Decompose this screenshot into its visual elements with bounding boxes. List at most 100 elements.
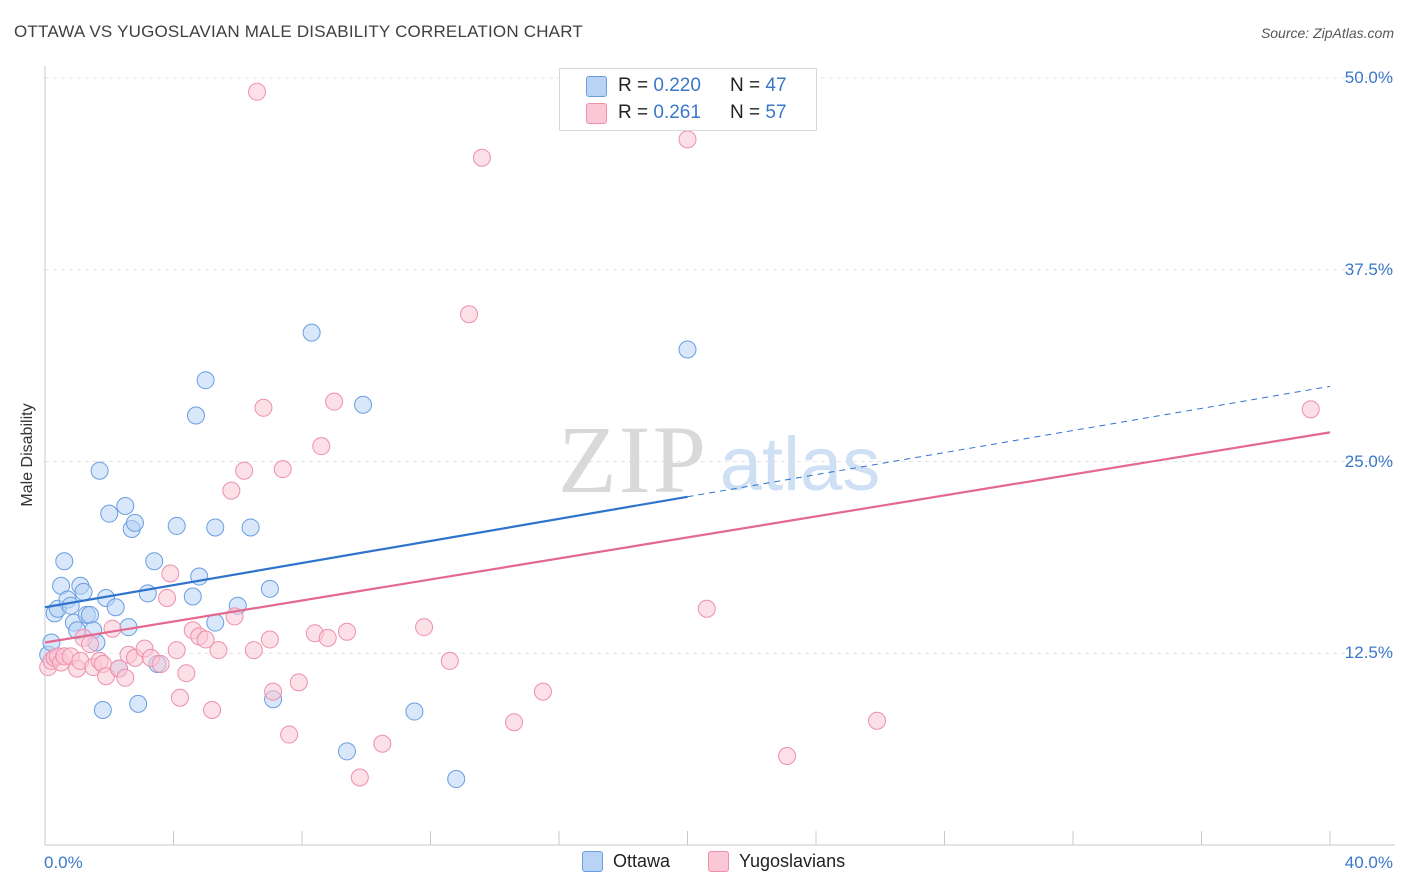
point-yugoslavians bbox=[158, 589, 177, 608]
point-ottawa bbox=[125, 513, 144, 532]
point-ottawa bbox=[74, 582, 93, 601]
y-tick-label: 37.5% bbox=[1344, 259, 1393, 279]
point-ottawa bbox=[206, 518, 225, 537]
point-ottawa bbox=[93, 701, 112, 720]
point-yugoslavians bbox=[1301, 400, 1320, 419]
point-ottawa bbox=[61, 596, 80, 615]
point-yugoslavians bbox=[325, 392, 344, 411]
point-yugoslavians bbox=[273, 460, 292, 479]
legend-n-value: 47 bbox=[765, 75, 787, 96]
point-yugoslavians bbox=[312, 437, 331, 456]
point-yugoslavians bbox=[373, 734, 392, 753]
point-ottawa bbox=[183, 587, 202, 606]
point-yugoslavians bbox=[235, 461, 254, 480]
trend-line-yugoslavians bbox=[44, 431, 1331, 644]
point-yugoslavians bbox=[260, 630, 279, 649]
point-ottawa bbox=[129, 694, 148, 713]
trend-lines bbox=[44, 385, 1331, 644]
point-yugoslavians bbox=[280, 725, 299, 744]
legend-n-value: 57 bbox=[765, 102, 787, 123]
chart-title: OTTAWA VS YUGOSLAVIAN MALE DISABILITY CO… bbox=[14, 22, 583, 41]
legend-item-yugoslavians[interactable]: Yugoslavians bbox=[708, 851, 845, 872]
point-ottawa bbox=[167, 516, 186, 535]
legend-n-label: N = bbox=[730, 75, 766, 96]
point-yugoslavians bbox=[264, 682, 283, 701]
legend-r-label: R = bbox=[618, 75, 654, 96]
axes bbox=[44, 66, 1395, 846]
legend-swatch-yugoslavians bbox=[586, 102, 607, 124]
correlation-legend: R = 0.220 N = 47 R = 0.261 N = 57 bbox=[559, 68, 817, 131]
series-legend: Ottawa Yugoslavians bbox=[0, 851, 1406, 877]
point-yugoslavians bbox=[170, 688, 189, 707]
grid-lines bbox=[45, 77, 1395, 654]
point-yugoslavians bbox=[103, 619, 122, 638]
point-yugoslavians bbox=[505, 713, 524, 732]
point-yugoslavians bbox=[222, 481, 241, 500]
point-yugoslavians bbox=[440, 651, 459, 670]
point-yugoslavians bbox=[177, 664, 196, 683]
legend-r-label: R = bbox=[618, 102, 654, 123]
point-ottawa bbox=[302, 323, 321, 342]
point-ottawa bbox=[55, 552, 74, 571]
x-tick-label: 40.0% bbox=[1344, 853, 1393, 872]
point-ottawa bbox=[260, 579, 279, 598]
point-yugoslavians bbox=[868, 711, 887, 730]
legend-swatch-yugoslavians bbox=[708, 851, 729, 872]
point-yugoslavians bbox=[318, 628, 337, 647]
trend-line-extension-ottawa bbox=[687, 385, 1331, 498]
point-yugoslavians bbox=[203, 701, 222, 720]
point-ottawa bbox=[196, 371, 215, 390]
point-ottawa bbox=[90, 461, 109, 480]
point-yugoslavians bbox=[209, 641, 228, 660]
legend-n-label: N = bbox=[730, 102, 766, 123]
legend-swatch-ottawa bbox=[582, 851, 603, 872]
point-ottawa bbox=[354, 395, 373, 414]
watermark-zip: ZIP bbox=[558, 406, 708, 513]
point-yugoslavians bbox=[337, 622, 356, 641]
point-ottawa bbox=[80, 605, 99, 624]
point-yugoslavians bbox=[778, 747, 797, 766]
point-yugoslavians bbox=[80, 635, 99, 654]
point-yugoslavians bbox=[161, 564, 180, 583]
point-ottawa bbox=[337, 742, 356, 761]
point-yugoslavians bbox=[350, 768, 369, 787]
x-tick-label: 0.0% bbox=[44, 853, 83, 872]
point-yugoslavians bbox=[151, 654, 170, 673]
point-yugoslavians bbox=[244, 641, 263, 660]
point-yugoslavians bbox=[289, 673, 308, 692]
trend-line-ottawa bbox=[44, 495, 688, 609]
point-yugoslavians bbox=[116, 668, 135, 687]
y-tick-label: 12.5% bbox=[1344, 643, 1393, 663]
point-yugoslavians bbox=[248, 82, 267, 101]
y-tick-label: 25.0% bbox=[1344, 451, 1393, 471]
point-ottawa bbox=[405, 702, 424, 721]
point-ottawa bbox=[106, 598, 125, 617]
point-yugoslavians bbox=[254, 398, 273, 417]
point-ottawa bbox=[116, 496, 135, 515]
point-yugoslavians bbox=[533, 682, 552, 701]
point-ottawa bbox=[145, 552, 164, 571]
legend-item-ottawa[interactable]: Ottawa bbox=[582, 851, 670, 872]
legend-r-value: 0.220 bbox=[653, 75, 701, 96]
watermark: ZIP atlas bbox=[558, 406, 880, 513]
y-tick-label: 50.0% bbox=[1344, 68, 1393, 87]
legend-label-ottawa: Ottawa bbox=[613, 851, 671, 871]
point-yugoslavians bbox=[415, 618, 434, 637]
source-label: Source: ZipAtlas.com bbox=[1260, 25, 1394, 41]
point-ottawa bbox=[186, 406, 205, 425]
point-ottawa bbox=[447, 770, 466, 789]
point-ottawa bbox=[100, 504, 119, 523]
point-yugoslavians bbox=[472, 148, 491, 167]
point-yugoslavians bbox=[460, 305, 479, 324]
legend-label-yugoslavians: Yugoslavians bbox=[739, 851, 846, 871]
watermark-atlas: atlas bbox=[720, 422, 881, 507]
point-ottawa bbox=[678, 340, 697, 359]
point-yugoslavians bbox=[196, 630, 215, 649]
point-yugoslavians bbox=[167, 641, 186, 660]
point-yugoslavians bbox=[678, 130, 697, 149]
point-yugoslavians bbox=[697, 599, 716, 618]
point-ottawa bbox=[241, 518, 260, 537]
legend-swatch-ottawa bbox=[586, 75, 607, 97]
legend-r-value: 0.261 bbox=[653, 102, 701, 123]
